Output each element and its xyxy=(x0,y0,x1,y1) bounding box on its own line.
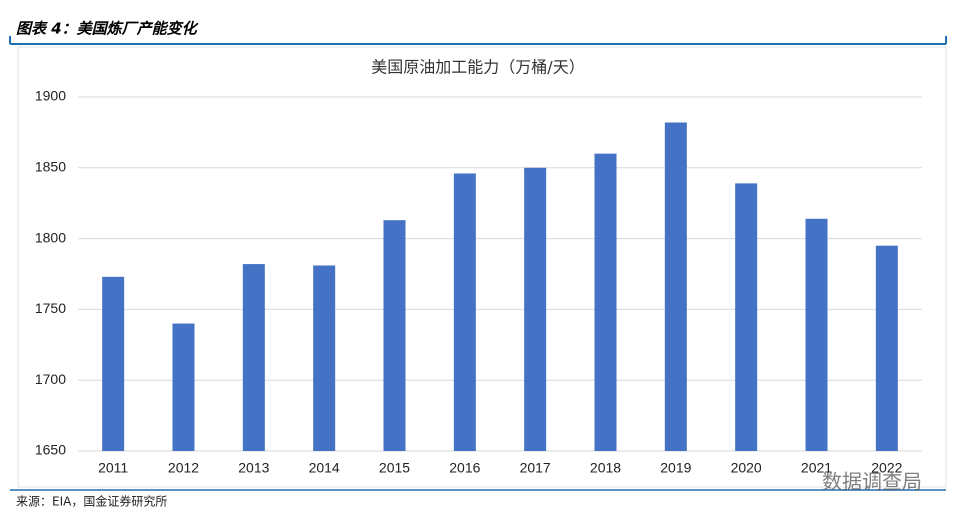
bar xyxy=(313,265,336,451)
bar xyxy=(242,264,265,451)
x-tick-label: 2014 xyxy=(309,460,340,476)
x-tick-label: 2020 xyxy=(731,460,762,476)
bar xyxy=(594,153,617,451)
bar xyxy=(453,173,476,452)
x-tick-label: 2021 xyxy=(801,460,832,476)
bar xyxy=(875,245,898,451)
y-tick-label: 1850 xyxy=(35,159,66,175)
x-tick-label: 2018 xyxy=(590,460,621,476)
y-tick-label: 1800 xyxy=(35,229,66,245)
x-tick-label: 2017 xyxy=(520,460,551,476)
x-tick-label: 2016 xyxy=(449,460,480,476)
bar xyxy=(805,218,828,451)
x-tick-label: 2022 xyxy=(871,460,902,476)
x-tick-label: 2019 xyxy=(660,460,691,476)
bar xyxy=(664,122,687,451)
y-tick-label: 1900 xyxy=(35,88,66,104)
chart-frame xyxy=(17,46,947,488)
bar xyxy=(383,220,406,451)
bar xyxy=(172,323,195,451)
x-tick-label: 2015 xyxy=(379,460,410,476)
footer-source: 来源：EIA，国金证券研究所 xyxy=(16,494,167,509)
x-tick-label: 2012 xyxy=(168,460,199,476)
x-tick-label: 2011 xyxy=(98,460,128,476)
y-tick-label: 1700 xyxy=(35,371,66,387)
y-tick-label: 1750 xyxy=(35,300,66,316)
x-tick-label: 2013 xyxy=(238,460,269,476)
y-tick-label: 1650 xyxy=(35,442,66,458)
bar xyxy=(735,183,758,451)
bar xyxy=(102,276,125,451)
watermark: 数据调查局 xyxy=(822,470,922,494)
header-title: 图表 4：美国炼厂产能变化 xyxy=(16,20,199,38)
bar xyxy=(524,167,547,452)
chart-title: 美国原油加工能力（万桶/天） xyxy=(371,58,584,77)
